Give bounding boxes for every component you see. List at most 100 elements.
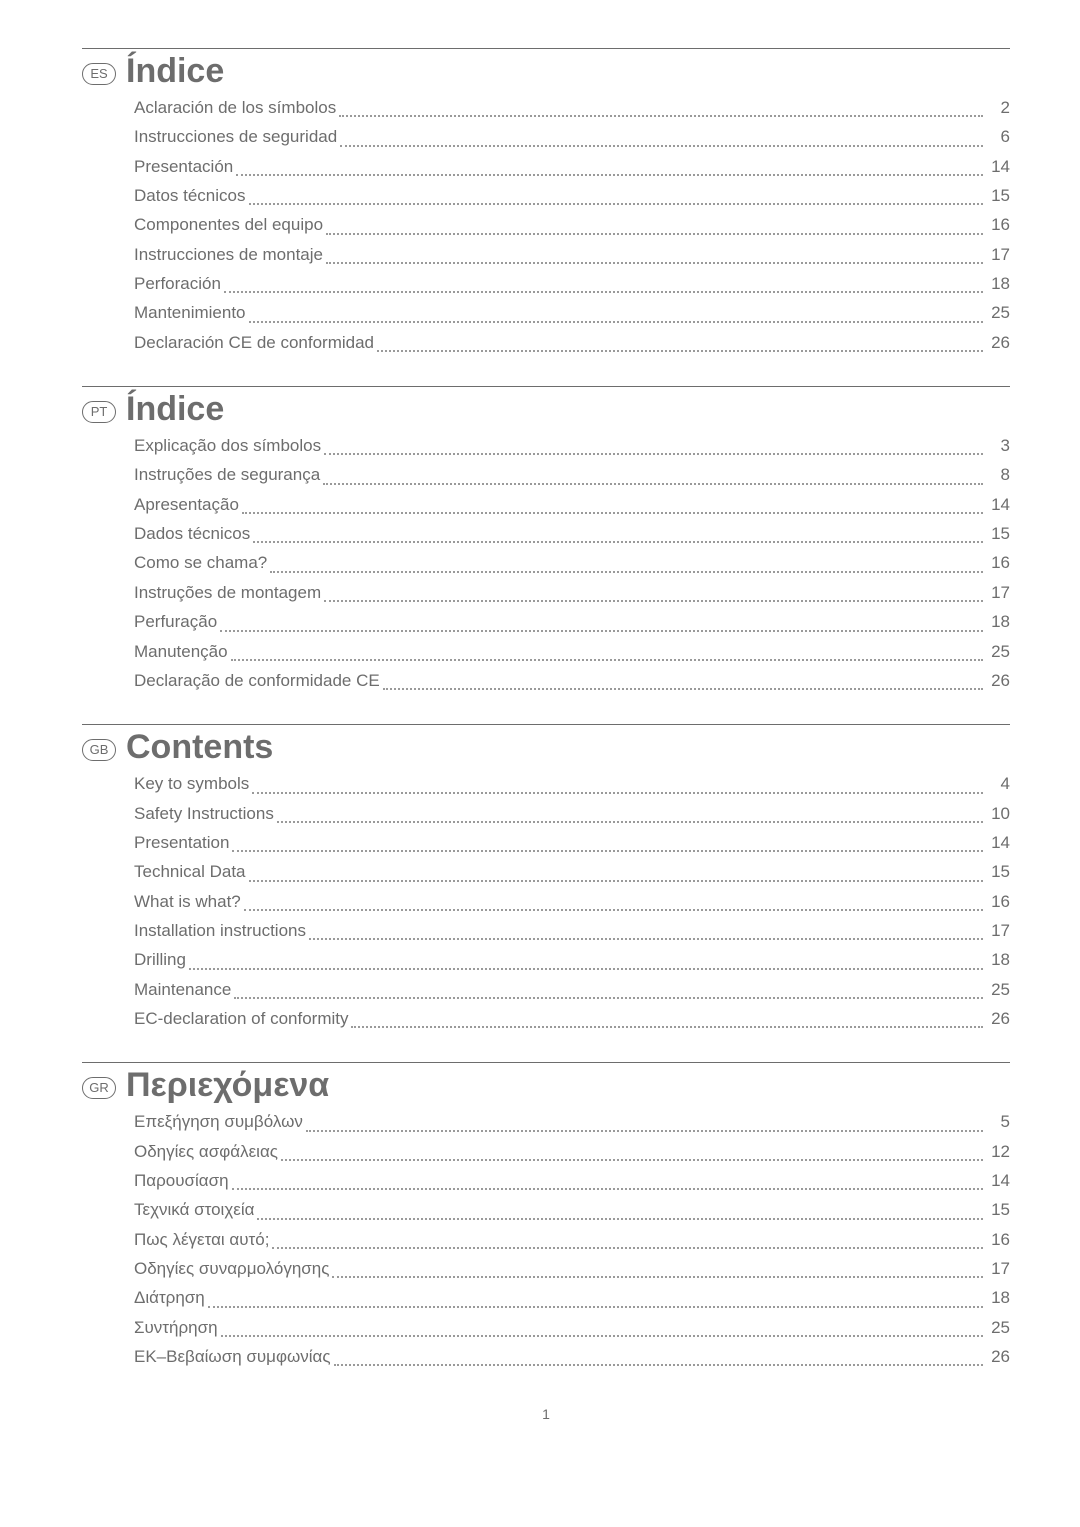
toc-entry-label: Πως λέγεται αυτό; — [134, 1227, 269, 1253]
toc-entry-page: 18 — [986, 271, 1010, 297]
toc-leader-dots — [383, 688, 983, 690]
toc-leader-dots — [249, 203, 984, 205]
toc-entry: Παρουσίαση 14 — [134, 1168, 1010, 1194]
toc-leader-dots — [232, 850, 983, 852]
toc-leader-dots — [270, 571, 983, 573]
toc-leader-dots — [208, 1306, 983, 1308]
toc-entry-page: 26 — [986, 1344, 1010, 1370]
toc-entry: Componentes del equipo 16 — [134, 212, 1010, 238]
toc-section: GB Contents Key to symbols 4 Safety Inst… — [82, 724, 1010, 1032]
language-badge: GB — [82, 739, 116, 761]
toc-entry-label: ΕΚ–Βεβαίωση συμφωνίας — [134, 1344, 331, 1370]
toc-entry-page: 16 — [986, 212, 1010, 238]
toc-list: Aclaración de los símbolos 2 Instruccion… — [82, 95, 1010, 356]
toc-entry-label: What is what? — [134, 889, 241, 915]
toc-section: GR Περιεχόμενα Επεξήγηση συμβόλων 5 Οδηγ… — [82, 1062, 1010, 1370]
toc-entry-label: Installation instructions — [134, 918, 306, 944]
section-title: Περιεχόμενα — [126, 1066, 329, 1105]
toc-section: PT Índice Explicação dos símbolos 3 Inst… — [82, 386, 1010, 694]
toc-entry-page: 18 — [986, 609, 1010, 635]
toc-entry: Τεχνικά στοιχεία 15 — [134, 1197, 1010, 1223]
toc-entry: Instrucciones de montaje 17 — [134, 242, 1010, 268]
toc-entry: Technical Data 15 — [134, 859, 1010, 885]
toc-entry-label: Safety Instructions — [134, 801, 274, 827]
toc-entry: Declaração de conformidade CE 26 — [134, 668, 1010, 694]
toc-entry: Aclaración de los símbolos 2 — [134, 95, 1010, 121]
toc-entry-page: 25 — [986, 300, 1010, 326]
toc-entry: Συντήρηση 25 — [134, 1315, 1010, 1341]
toc-entry: Instruções de segurança 8 — [134, 462, 1010, 488]
toc-entry-page: 14 — [986, 1168, 1010, 1194]
toc-leader-dots — [221, 1335, 983, 1337]
toc-entry-label: Componentes del equipo — [134, 212, 323, 238]
toc-entry-label: Perfuração — [134, 609, 217, 635]
toc-entry: Instrucciones de seguridad 6 — [134, 124, 1010, 150]
toc-entry-label: Manutenção — [134, 639, 228, 665]
toc-entry-page: 17 — [986, 1256, 1010, 1282]
toc-entry-page: 17 — [986, 918, 1010, 944]
toc-entry-label: Apresentação — [134, 492, 239, 518]
toc-entry: Drilling 18 — [134, 947, 1010, 973]
toc-entry-page: 17 — [986, 580, 1010, 606]
toc-entry: Instruções de montagem 17 — [134, 580, 1010, 606]
toc-leader-dots — [249, 880, 983, 882]
page-number: 1 — [82, 1406, 1010, 1422]
toc-leader-dots — [189, 968, 983, 970]
toc-entry: Manutenção 25 — [134, 639, 1010, 665]
section-heading-row: GR Περιεχόμενα — [82, 1066, 1010, 1105]
toc-leader-dots — [339, 115, 983, 117]
toc-entry: Οδηγίες ασφάλειας 12 — [134, 1139, 1010, 1165]
section-heading-row: GB Contents — [82, 728, 1010, 767]
toc-leader-dots — [281, 1159, 983, 1161]
section-title: Contents — [126, 728, 273, 767]
toc-leader-dots — [326, 233, 983, 235]
toc-entry-page: 14 — [986, 492, 1010, 518]
toc-entry-page: 4 — [986, 771, 1010, 797]
toc-entry: Maintenance 25 — [134, 977, 1010, 1003]
toc-entry-label: Perforación — [134, 271, 221, 297]
toc-entry-label: Presentación — [134, 154, 233, 180]
sections-container: ES Índice Aclaración de los símbolos 2 I… — [82, 48, 1010, 1370]
toc-entry: Declaración CE de conformidad 26 — [134, 330, 1010, 356]
toc-entry-page: 15 — [986, 521, 1010, 547]
toc-entry-page: 26 — [986, 1006, 1010, 1032]
toc-entry-label: Datos técnicos — [134, 183, 246, 209]
toc-entry-page: 18 — [986, 1285, 1010, 1311]
toc-entry-label: Technical Data — [134, 859, 246, 885]
toc-leader-dots — [306, 1130, 983, 1132]
toc-leader-dots — [236, 174, 983, 176]
toc-entry-page: 8 — [986, 462, 1010, 488]
toc-entry-page: 16 — [986, 889, 1010, 915]
toc-entry-label: Mantenimiento — [134, 300, 246, 326]
language-badge: GR — [82, 1077, 116, 1099]
toc-leader-dots — [309, 938, 983, 940]
toc-entry-label: Dados técnicos — [134, 521, 250, 547]
section-rule — [82, 48, 1010, 49]
toc-leader-dots — [340, 145, 983, 147]
toc-entry-page: 6 — [986, 124, 1010, 150]
toc-entry-label: Declaração de conformidade CE — [134, 668, 380, 694]
toc-entry-page: 18 — [986, 947, 1010, 973]
toc-entry: Επεξήγηση συμβόλων 5 — [134, 1109, 1010, 1135]
toc-leader-dots — [231, 659, 983, 661]
toc-entry: Presentación 14 — [134, 154, 1010, 180]
toc-leader-dots — [232, 1188, 983, 1190]
toc-entry-label: Explicação dos símbolos — [134, 433, 321, 459]
toc-entry-label: Key to symbols — [134, 771, 249, 797]
toc-entry-page: 12 — [986, 1139, 1010, 1165]
toc-entry-label: Maintenance — [134, 977, 231, 1003]
toc-entry-label: Presentation — [134, 830, 229, 856]
section-title: Índice — [126, 52, 224, 91]
toc-entry-label: Συντήρηση — [134, 1315, 218, 1341]
toc-entry: Διάτρηση 18 — [134, 1285, 1010, 1311]
section-title: Índice — [126, 390, 224, 429]
toc-leader-dots — [252, 792, 983, 794]
toc-entry-label: Παρουσίαση — [134, 1168, 229, 1194]
section-rule — [82, 386, 1010, 387]
toc-entry-label: Διάτρηση — [134, 1285, 205, 1311]
toc-list: Explicação dos símbolos 3 Instruções de … — [82, 433, 1010, 694]
toc-entry: What is what? 16 — [134, 889, 1010, 915]
toc-leader-dots — [324, 600, 983, 602]
toc-entry-page: 25 — [986, 1315, 1010, 1341]
language-badge: ES — [82, 63, 116, 85]
